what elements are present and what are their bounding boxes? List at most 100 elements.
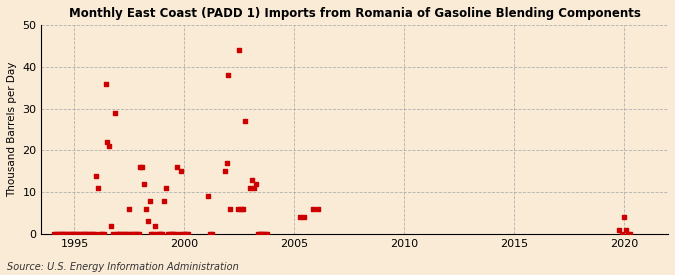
Point [139,182,150,186]
Point [76,232,87,236]
Point [133,232,144,236]
Point [148,232,159,236]
Point [86,232,97,236]
Point [161,186,171,190]
Point [169,232,180,236]
Point [250,182,261,186]
Text: Source: U.S. Energy Information Administration: Source: U.S. Energy Information Administ… [7,262,238,272]
Point [236,207,246,211]
Point [176,169,186,174]
Point [164,232,175,236]
Point [99,232,109,236]
Point [140,207,151,211]
Point [62,232,73,236]
Point [74,232,85,236]
Point [183,232,194,236]
Point [261,232,272,236]
Point [51,232,61,236]
Point [104,144,115,148]
Point [95,232,105,236]
Point [78,232,89,236]
Point [166,232,177,236]
Point [92,186,103,190]
Point [178,232,188,236]
Point [252,232,263,236]
Y-axis label: Thousand Barrels per Day: Thousand Barrels per Day [7,62,17,197]
Point [71,232,82,236]
Point [258,232,269,236]
Point [109,111,120,115]
Point [119,232,130,236]
Point [153,232,164,236]
Point [159,198,169,203]
Point [137,165,148,169]
Point [106,223,117,228]
Point [82,232,92,236]
Point [248,186,259,190]
Point [622,232,633,236]
Point [179,232,190,236]
Point [313,207,323,211]
Point [294,215,305,219]
Point [232,207,243,211]
Point [144,198,155,203]
Point [97,232,107,236]
Point [613,228,624,232]
Point [240,119,250,123]
Point [58,232,69,236]
Title: Monthly East Coast (PADD 1) Imports from Romania of Gasoline Blending Components: Monthly East Coast (PADD 1) Imports from… [69,7,641,20]
Point [619,215,630,219]
Point [624,232,635,236]
Point [256,232,267,236]
Point [80,232,91,236]
Point [65,232,76,236]
Point [68,232,78,236]
Point [89,232,100,236]
Point [115,232,126,236]
Point [202,194,213,199]
Point [102,140,113,144]
Point [130,232,140,236]
Point [181,232,192,236]
Point [219,169,230,174]
Point [260,232,271,236]
Point [151,232,162,236]
Point [205,232,215,236]
Point [150,223,161,228]
Point [60,232,71,236]
Point [142,219,153,224]
Point [120,232,131,236]
Point [124,207,135,211]
Point [173,232,184,236]
Point [225,207,236,211]
Point [221,161,232,165]
Point [307,207,318,211]
Point [111,232,122,236]
Point [223,73,234,78]
Point [168,232,179,236]
Point [128,232,138,236]
Point [126,232,136,236]
Point [87,232,98,236]
Point [53,232,63,236]
Point [254,232,265,236]
Point [617,232,628,236]
Point [117,232,128,236]
Point [234,48,245,53]
Point [63,232,74,236]
Point [54,232,65,236]
Point [207,232,217,236]
Point [101,81,111,86]
Point [146,232,157,236]
Point [56,232,67,236]
Point [163,232,173,236]
Point [122,232,133,236]
Point [69,232,80,236]
Point [73,232,84,236]
Point [131,232,142,236]
Point [171,165,182,169]
Point [107,232,118,236]
Point [246,177,257,182]
Point [113,232,124,236]
Point [91,173,102,178]
